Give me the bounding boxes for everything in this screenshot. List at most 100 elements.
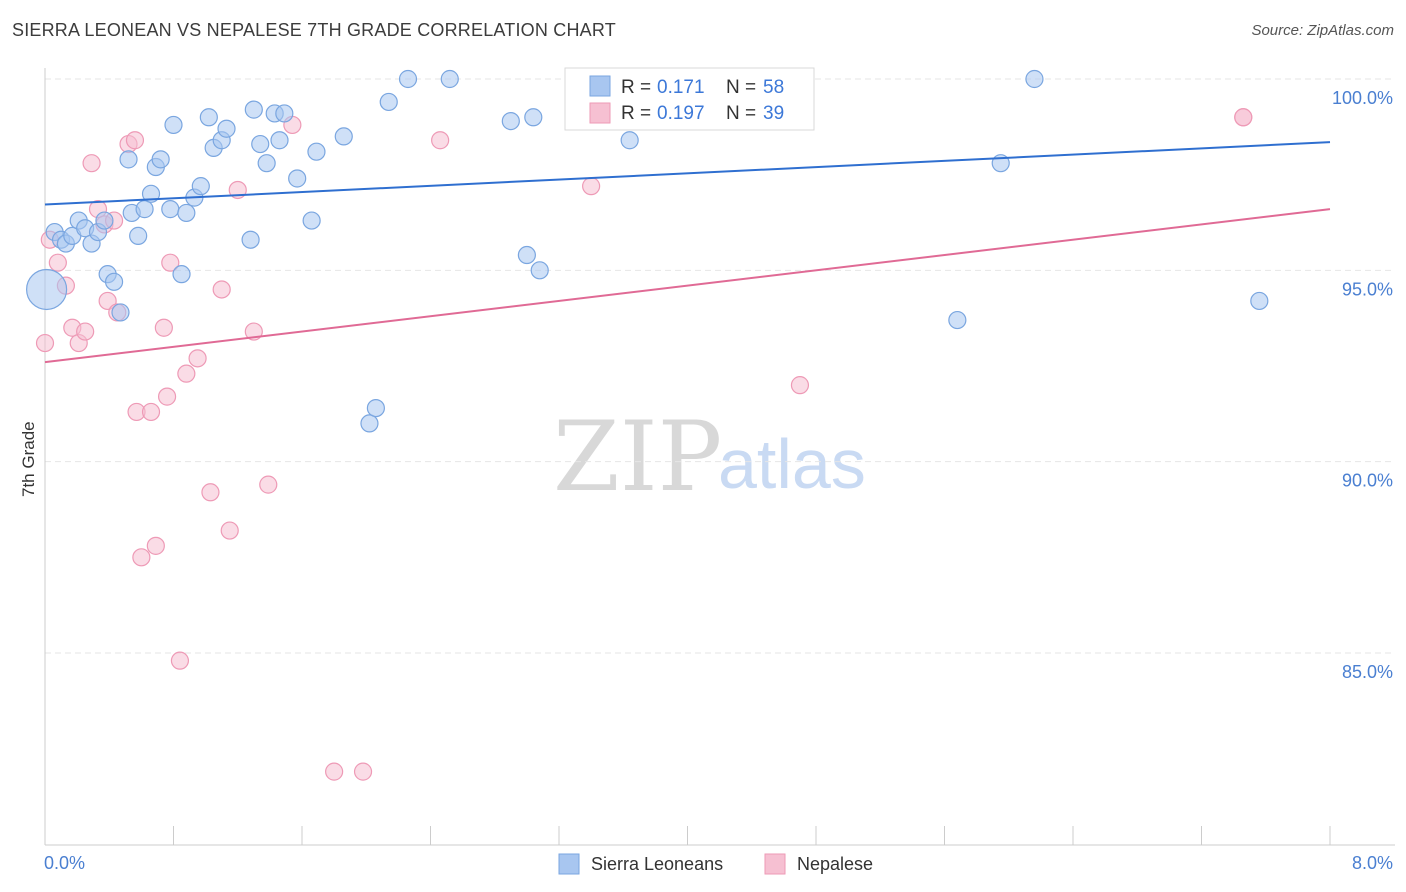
legend-pink-r-label: R = xyxy=(621,103,651,124)
series-legend-blue-label: Sierra Leoneans xyxy=(591,854,723,874)
watermark-atlas: atlas xyxy=(718,425,866,503)
sierra-leonean-point xyxy=(379,92,398,112)
sierra-leonean-point xyxy=(440,69,459,89)
sierra-leonean-point xyxy=(199,108,218,127)
nepalese-point xyxy=(132,548,151,567)
nepalese-point xyxy=(325,762,344,781)
sierra-leonean-point xyxy=(307,142,326,161)
nepalese-point xyxy=(125,131,145,150)
y-tick-label: 95.0% xyxy=(1342,279,1393,299)
nepalese-point xyxy=(35,333,55,353)
nepalese-point xyxy=(220,521,239,540)
sierra-leonean-point xyxy=(217,119,236,138)
nepalese-point xyxy=(48,253,67,272)
sierra-leonean-point xyxy=(620,131,639,150)
sierra-leonean-point xyxy=(257,154,276,173)
sierra-leonean-point xyxy=(191,177,210,196)
nepalese-point xyxy=(170,651,190,670)
sierra-leonean-trend-line xyxy=(44,141,1331,206)
nepalese-trend-line xyxy=(44,208,1331,364)
legend-pink-n-label: N = xyxy=(726,103,756,124)
sierra-leonean-point xyxy=(1025,69,1044,89)
nepalese-point xyxy=(201,483,220,502)
sierra-leonean-point xyxy=(530,261,549,280)
nepalese-point xyxy=(582,177,601,196)
sierra-leonean-point xyxy=(948,310,967,330)
watermark-zip: ZIP xyxy=(553,401,722,513)
nepalese-point xyxy=(212,280,231,299)
grid-lines xyxy=(45,78,1395,654)
sierra-leonean-point xyxy=(26,268,68,311)
x-tick-label: 0.0% xyxy=(44,853,85,873)
nepalese-point xyxy=(431,131,450,150)
sierra-leonean-point xyxy=(104,272,124,291)
sierra-leonean-point xyxy=(517,245,536,265)
sierra-leonean-point xyxy=(270,131,289,150)
legend-blue-n-value: 58 xyxy=(763,77,784,98)
sierra-leonean-point xyxy=(177,203,196,223)
series-legend-swatch-blue xyxy=(558,853,580,875)
axes xyxy=(44,68,1395,846)
sierra-leonean-point xyxy=(360,414,379,433)
chart-title: SIERRA LEONEAN VS NEPALESE 7TH GRADE COR… xyxy=(12,20,616,40)
watermark: ZIP atlas xyxy=(553,401,866,513)
sierra-leonean-point xyxy=(251,134,270,154)
legend-pink-n-value: 39 xyxy=(763,103,784,124)
sierra-leonean-point xyxy=(334,127,353,146)
sierra-leonean-point xyxy=(302,211,321,230)
sierra-leonean-point xyxy=(398,69,418,89)
series-legend-swatch-pink xyxy=(764,853,786,875)
sierra-leonean-point xyxy=(366,398,385,418)
y-tick-label: 85.0% xyxy=(1342,662,1393,682)
sierra-leonean-point xyxy=(241,230,260,249)
sierra-leonean-point xyxy=(524,108,543,127)
sierra-leonean-point xyxy=(141,184,161,203)
source-label: Source: ZipAtlas.com xyxy=(1251,22,1394,39)
legend-pink-r-value: 0.197 xyxy=(657,103,705,124)
nepalese-point xyxy=(157,387,177,406)
legend-blue-r-label: R = xyxy=(621,77,651,98)
sierra-leonean-point xyxy=(288,169,307,188)
x-tick-label: 8.0% xyxy=(1352,853,1393,873)
trend-lines xyxy=(44,141,1331,364)
legend-swatch-pink xyxy=(589,102,611,124)
nepalese-point xyxy=(141,402,161,422)
sierra-leonean-point xyxy=(244,100,263,119)
y-tick-label: 100.0% xyxy=(1332,88,1393,108)
nepalese-point xyxy=(146,536,165,555)
nepalese-point xyxy=(82,154,101,173)
nepalese-point xyxy=(259,475,278,494)
sierra-leonean-point xyxy=(1250,291,1269,311)
sierra-leonean-point xyxy=(172,265,191,284)
sierra-leonean-point xyxy=(151,150,170,169)
nepalese-point xyxy=(790,376,810,395)
legend-blue-n-label: N = xyxy=(726,77,756,98)
legend-blue-r-value: 0.171 xyxy=(657,77,705,98)
sierra-leonean-point xyxy=(111,303,130,322)
y-tick-label: 90.0% xyxy=(1342,471,1393,491)
sierra-leonean-point xyxy=(95,211,114,230)
series-legend: Sierra Leoneans Nepalese xyxy=(558,853,873,875)
nepalese-point xyxy=(1234,108,1253,127)
nepalese-point xyxy=(353,762,373,781)
nepalese-point xyxy=(76,322,95,341)
sierra-leonean-points xyxy=(26,69,1269,433)
nepalese-point xyxy=(161,253,180,272)
sierra-leonean-point xyxy=(275,104,294,123)
nepalese-point xyxy=(177,364,196,383)
nepalese-points xyxy=(35,108,1253,781)
sierra-leonean-point xyxy=(135,200,154,219)
sierra-leonean-point xyxy=(501,111,520,131)
sierra-leonean-point xyxy=(129,226,148,245)
y-axis-label: 7th Grade xyxy=(19,421,38,497)
sierra-leonean-point xyxy=(164,115,183,135)
stats-legend: R = 0.171 N = 58 R = 0.197 N = 39 xyxy=(564,67,815,131)
sierra-leonean-point xyxy=(119,150,138,169)
nepalese-point xyxy=(154,318,173,337)
tick-labels: 100.0% 95.0% 90.0% 85.0% 0.0% 8.0% xyxy=(44,88,1393,873)
nepalese-point xyxy=(188,349,207,368)
sierra-leonean-point xyxy=(161,200,180,219)
series-legend-pink-label: Nepalese xyxy=(797,854,873,874)
legend-swatch-blue xyxy=(589,75,611,97)
